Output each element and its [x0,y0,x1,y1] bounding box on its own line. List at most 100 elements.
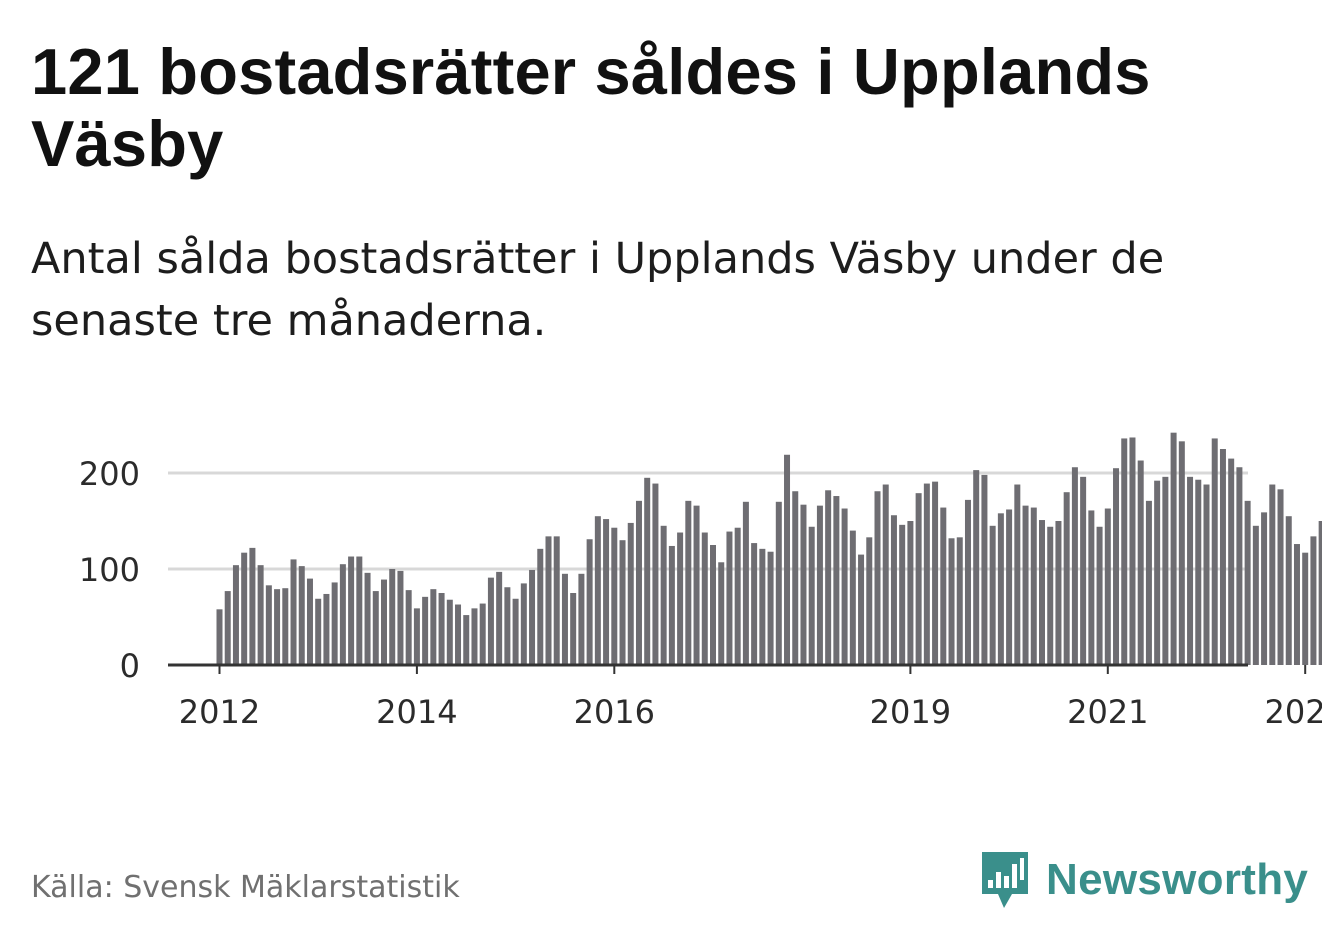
bar [784,454,791,665]
newsworthy-logo-icon [982,852,1028,908]
bar [224,591,231,665]
bar [685,500,692,665]
bar [644,477,651,665]
bar [586,539,593,665]
bar [306,578,313,665]
x-tick-label: 2023 [1264,693,1322,731]
bar [553,536,560,665]
bar [1039,520,1045,665]
bar [611,527,618,665]
bar [413,608,420,665]
bar [446,599,453,665]
bar [981,474,988,665]
bar [718,562,725,665]
bar [693,505,700,665]
bar [849,530,856,665]
bar [1088,510,1095,665]
bar [940,507,947,665]
bar [882,484,889,665]
bar [520,583,527,665]
bar [956,537,963,665]
bar [800,504,807,665]
bar [775,501,782,665]
bar [422,596,429,665]
bar [997,513,1004,665]
bar [455,604,462,665]
bar [833,496,840,665]
bar [989,525,996,665]
bar [405,590,412,665]
bar [1030,507,1037,665]
bar [290,559,297,665]
bar [487,577,494,665]
brand-name: Newsworthy [1046,855,1309,904]
bar-chart: 0100200201220142016201920212023121 [79,432,1322,731]
bar [751,543,758,665]
bar [907,521,914,665]
bar [973,470,980,665]
bar [1310,536,1317,665]
y-tick-label: 200 [79,455,140,493]
bar-series [216,432,1322,665]
bar [668,545,675,665]
bar [603,519,610,665]
bar [1047,526,1054,665]
bar [1014,484,1021,665]
bar [660,525,667,665]
bar [710,545,716,665]
bar [948,538,955,665]
bar [825,490,832,665]
bar [356,556,363,665]
bar [1293,544,1300,665]
bar [1228,458,1235,665]
bar [232,565,239,665]
bar [241,552,248,665]
bar [759,548,766,665]
bar [1318,521,1322,665]
bar [1129,437,1136,665]
bar [323,593,330,665]
bar [1187,476,1194,665]
bar [1080,476,1087,665]
bar [1137,460,1144,665]
bar [915,493,922,665]
bar [471,608,478,665]
bar [1063,492,1070,665]
x-tick-label: 2012 [179,693,260,731]
bar [619,540,626,665]
x-tick-label: 2021 [1067,693,1148,731]
brand-logo: Newsworthy [980,850,1308,910]
bar [767,551,774,665]
bar [512,598,519,665]
bar [537,548,544,665]
bar [463,615,470,665]
axis-labels: 0100200201220142016201920212023121 [79,455,1322,731]
bar [561,573,568,665]
bar [1096,526,1103,665]
bar [1195,479,1202,665]
bar [808,526,815,665]
bar [677,532,684,665]
bar [652,483,659,665]
bar [816,505,823,665]
source-note: Källa: Svensk Mäklarstatistik [31,870,460,905]
bar [1071,467,1078,665]
bar [1203,484,1210,665]
bar [1211,438,1218,665]
bar [1006,509,1013,665]
bar [635,500,642,665]
bar [1252,525,1259,665]
bar [1170,432,1177,665]
bar [430,589,437,665]
bar [265,585,272,665]
bar [570,593,577,665]
bar [249,547,256,665]
x-tick-label: 2014 [376,693,457,731]
bar [372,591,379,665]
bar [594,516,601,665]
bar [734,527,741,665]
bar [923,483,930,665]
bar [504,587,511,665]
bar [339,564,346,665]
chart-subtitle: Antal sålda bostadsrätter i Upplands Väs… [31,234,1165,346]
